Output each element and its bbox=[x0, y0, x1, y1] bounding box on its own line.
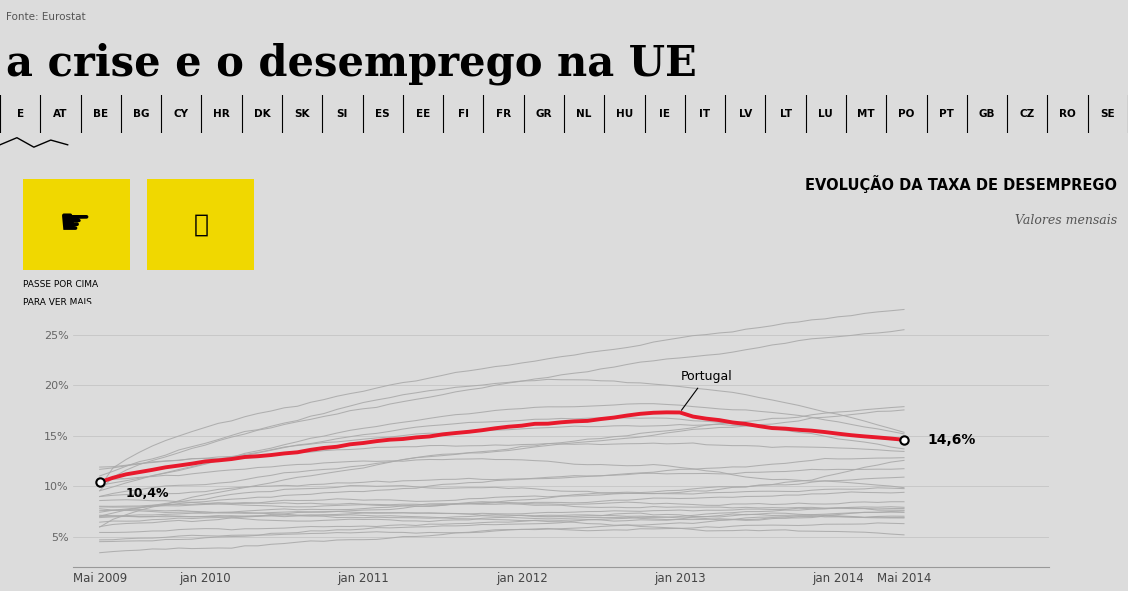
Text: IT: IT bbox=[699, 109, 711, 119]
Text: IE: IE bbox=[659, 109, 670, 119]
Text: GB: GB bbox=[979, 109, 995, 119]
Text: SI: SI bbox=[337, 109, 349, 119]
Text: PASSE POR CIMA: PASSE POR CIMA bbox=[23, 280, 98, 289]
Text: 10,4%: 10,4% bbox=[126, 488, 169, 501]
Text: FI: FI bbox=[458, 109, 469, 119]
Text: PT: PT bbox=[940, 109, 954, 119]
Text: a crise e o desemprego na UE: a crise e o desemprego na UE bbox=[6, 43, 696, 85]
Text: CZ: CZ bbox=[1020, 109, 1034, 119]
Text: EE: EE bbox=[416, 109, 430, 119]
Text: Valores mensais: Valores mensais bbox=[1014, 214, 1117, 227]
Text: FR: FR bbox=[496, 109, 511, 119]
Text: BE: BE bbox=[94, 109, 108, 119]
Text: Portugal: Portugal bbox=[680, 370, 732, 410]
Text: 14,6%: 14,6% bbox=[927, 433, 976, 447]
Text: HU: HU bbox=[616, 109, 633, 119]
Text: BG: BG bbox=[133, 109, 149, 119]
Text: PO: PO bbox=[898, 109, 915, 119]
Text: LU: LU bbox=[819, 109, 834, 119]
Text: AT: AT bbox=[53, 109, 68, 119]
Text: CY: CY bbox=[174, 109, 188, 119]
Text: SK: SK bbox=[294, 109, 310, 119]
Text: ☛: ☛ bbox=[60, 207, 91, 242]
Text: NL: NL bbox=[576, 109, 592, 119]
Text: HR: HR bbox=[213, 109, 230, 119]
FancyBboxPatch shape bbox=[147, 179, 254, 269]
Text: 🗺: 🗺 bbox=[193, 212, 209, 236]
Text: GR: GR bbox=[536, 109, 552, 119]
Text: PARA VER MAIS: PARA VER MAIS bbox=[23, 298, 91, 307]
Text: Fonte: Eurostat: Fonte: Eurostat bbox=[6, 12, 86, 22]
Text: DK: DK bbox=[254, 109, 271, 119]
FancyBboxPatch shape bbox=[23, 179, 130, 269]
Text: LT: LT bbox=[779, 109, 792, 119]
Text: ES: ES bbox=[376, 109, 390, 119]
Text: LV: LV bbox=[739, 109, 752, 119]
Text: RO: RO bbox=[1059, 109, 1076, 119]
Text: EVOLUÇÃO DA TAXA DE DESEMPREGO: EVOLUÇÃO DA TAXA DE DESEMPREGO bbox=[804, 175, 1117, 193]
Text: MT: MT bbox=[857, 109, 875, 119]
Text: SE: SE bbox=[1101, 109, 1116, 119]
Text: E: E bbox=[17, 109, 24, 119]
